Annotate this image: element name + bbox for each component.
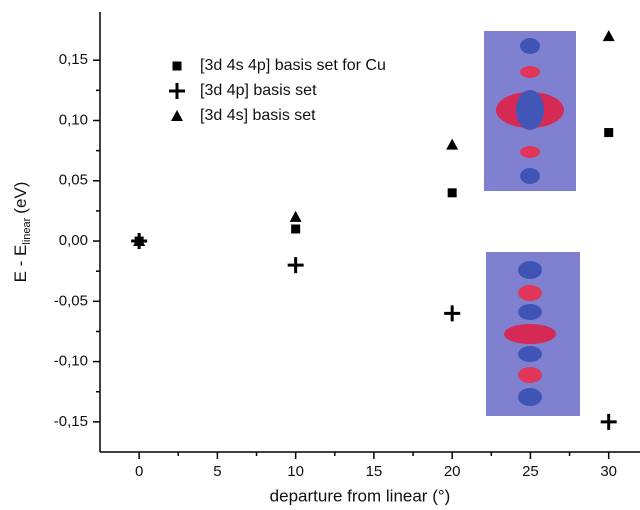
x-tick-label: 20 xyxy=(444,463,461,480)
point xyxy=(289,210,302,222)
point xyxy=(602,30,615,42)
x-tick-label: 0 xyxy=(135,463,143,480)
orbital-image-bottom xyxy=(486,252,580,416)
y-tick-label: 0,05 xyxy=(59,172,88,189)
point xyxy=(600,413,617,430)
point xyxy=(291,224,301,234)
point xyxy=(133,235,146,247)
x-tick-label: 5 xyxy=(213,463,221,480)
legend-marker xyxy=(171,110,183,121)
y-label-main: E - E xyxy=(11,245,30,283)
legend-label: [3d 4s] basis set xyxy=(200,107,316,124)
y-tick-label: -0,05 xyxy=(54,292,88,309)
point xyxy=(447,188,457,198)
y-label-sub: linear xyxy=(21,217,33,244)
legend-label: [3d 4p] basis set xyxy=(200,82,317,99)
y-tick-label: -0,10 xyxy=(54,353,88,370)
x-tick-label: 15 xyxy=(366,463,383,480)
y-tick-label: 0,10 xyxy=(59,111,88,128)
y-tick-label: 0,15 xyxy=(59,51,88,68)
x-tick-label: 10 xyxy=(287,463,304,480)
point xyxy=(604,128,614,138)
point xyxy=(446,138,459,150)
y-axis-label: E - Elinear (eV) xyxy=(11,182,32,283)
x-tick-label: 30 xyxy=(600,463,617,480)
y-tick-label: 0,00 xyxy=(59,232,88,249)
y-label-unit: (eV) xyxy=(11,182,30,214)
x-tick-label: 25 xyxy=(522,463,539,480)
orbital-image-top xyxy=(484,31,576,191)
point xyxy=(444,305,461,322)
y-tick-label: -0,15 xyxy=(54,413,88,430)
legend-marker xyxy=(169,83,185,99)
legend-label: [3d 4s 4p] basis set for Cu xyxy=(200,57,386,74)
point xyxy=(287,257,304,274)
x-axis-label: departure from linear (°) xyxy=(270,486,451,505)
legend-marker xyxy=(172,61,182,71)
